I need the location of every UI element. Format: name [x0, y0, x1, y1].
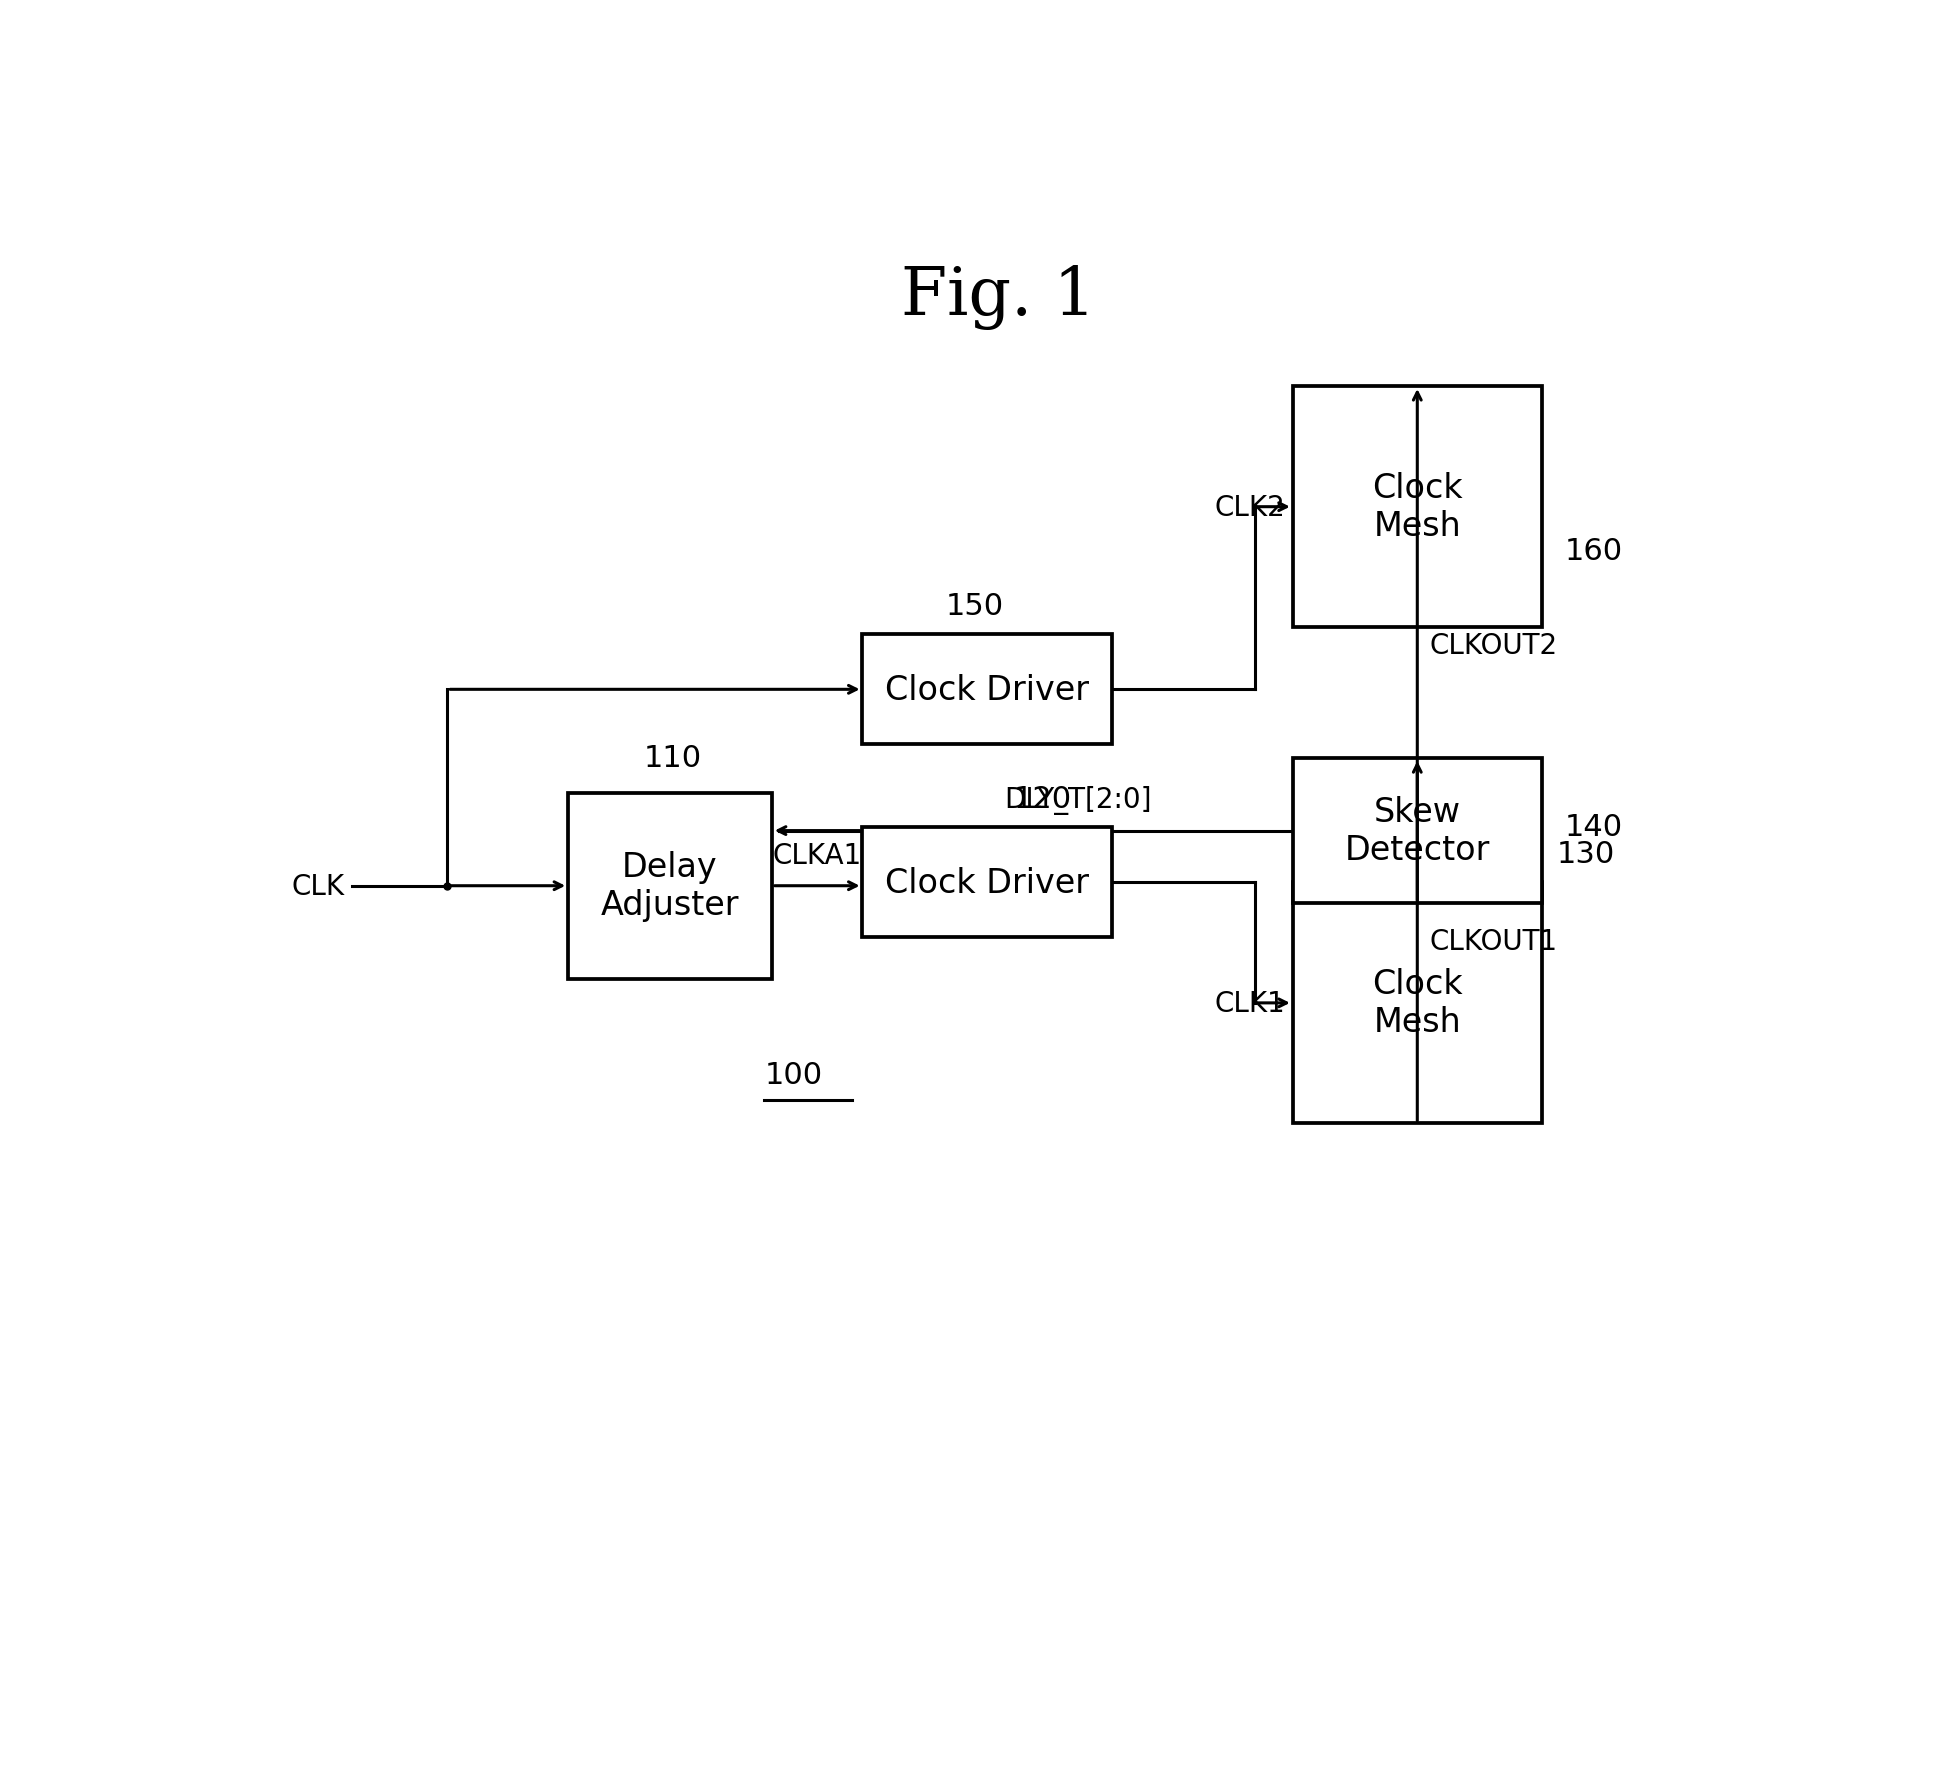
Text: CLK2: CLK2	[1214, 494, 1286, 521]
Bar	[1293, 882, 1543, 1123]
Text: CLKA1: CLKA1	[773, 841, 861, 869]
Text: Delay
Adjuster: Delay Adjuster	[600, 850, 738, 921]
Text: Clock Driver: Clock Driver	[884, 673, 1089, 707]
Bar	[1293, 759, 1543, 903]
Text: DLY_T[2:0]: DLY_T[2:0]	[1003, 785, 1151, 814]
Text: 130: 130	[1556, 841, 1615, 869]
Bar	[863, 828, 1112, 937]
Text: 150: 150	[945, 592, 1003, 621]
Text: 160: 160	[1564, 537, 1623, 565]
Text: Fig. 1: Fig. 1	[900, 265, 1097, 329]
Text: CLK: CLK	[292, 873, 345, 900]
Text: 140: 140	[1564, 812, 1623, 841]
Text: Skew
Detector: Skew Detector	[1344, 796, 1490, 866]
Text: CLKOUT1: CLKOUT1	[1430, 927, 1558, 955]
Text: Clock Driver: Clock Driver	[884, 866, 1089, 900]
Text: CLK1: CLK1	[1214, 989, 1286, 1018]
Text: 100: 100	[764, 1061, 822, 1090]
Bar	[863, 635, 1112, 744]
Text: 120: 120	[1013, 785, 1071, 814]
Text: 110: 110	[643, 744, 701, 773]
Text: Clock
Mesh: Clock Mesh	[1371, 968, 1463, 1039]
Text: CLKOUT2: CLKOUT2	[1430, 632, 1558, 658]
Bar	[1293, 386, 1543, 628]
Bar	[569, 793, 771, 979]
Text: Clock
Mesh: Clock Mesh	[1371, 472, 1463, 544]
